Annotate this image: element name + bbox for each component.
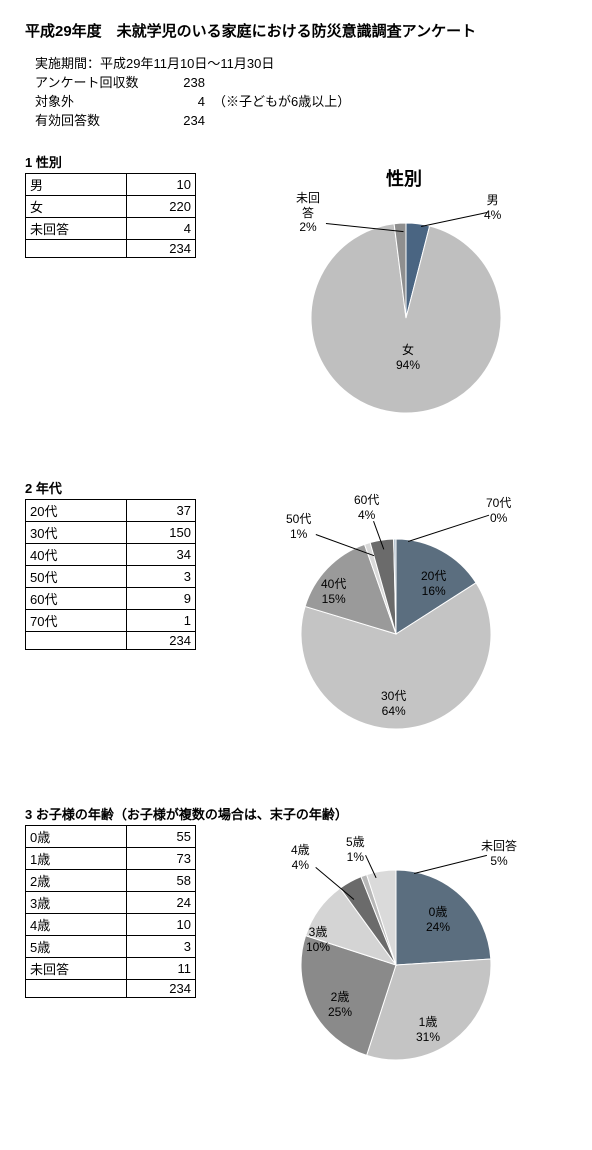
meta-block: 実施期間：平成29年11月10日～11月30日 アンケート回収数 238 対象外… [35,55,567,130]
table-cell: 70代 [26,610,127,632]
slice-label: 70代0% [486,496,511,525]
meta-excluded-note: （※子どもが6歳以上） [213,93,350,112]
table-cell: 40代 [26,544,127,566]
slice-label: 5歳1% [346,835,365,864]
table-cell: 5歳 [26,936,127,958]
s2-head: 2 年代 [25,478,567,497]
table-cell: 150 [127,522,196,544]
table-cell: 3 [127,936,196,958]
table-cell: 60代 [26,588,127,610]
meta-collected-val: 238 [165,74,205,93]
table-cell: 4歳 [26,914,127,936]
meta-excluded-val: 4 [165,93,205,112]
s1: 男10女220未回答4234 性別男4%女94%未回答2% [25,173,567,433]
table-cell: 34 [127,544,196,566]
s1-table: 男10女220未回答4234 [25,173,196,258]
table-cell: 37 [127,500,196,522]
slice-label: 男4% [484,193,501,222]
table-cell: 9 [127,588,196,610]
meta-valid-lbl: 有効回答数 [35,112,165,131]
slice-label: 30代64% [381,689,406,718]
table-cell: 58 [127,870,196,892]
table-cell: 1 [127,610,196,632]
table-cell [26,632,127,650]
table-cell: 男 [26,174,127,196]
s3-chart: 0歳24%1歳31%2歳25%3歳10%4歳4%5歳1%未回答5% [236,825,536,1085]
chart-title: 性別 [386,165,422,191]
table-cell: 未回答 [26,958,127,980]
meta-valid-val: 234 [165,112,205,131]
table-cell: 73 [127,848,196,870]
slice-label: 1歳31% [416,1015,440,1044]
table-cell: 220 [127,196,196,218]
table-cell: 4 [127,218,196,240]
s3: 0歳551歳732歳583歳244歳105歳3未回答11234 0歳24%1歳3… [25,825,567,1085]
slice-label: 4歳4% [291,843,310,872]
table-cell: 10 [127,174,196,196]
meta-collected-lbl: アンケート回収数 [35,74,165,93]
slice-label: 2歳25% [328,990,352,1019]
slice-label: 0歳24% [426,905,450,934]
table-cell: 55 [127,826,196,848]
table-cell: 10 [127,914,196,936]
doc-title: 平成29年度 未就学児のいる家庭における防災意識調査アンケート [25,20,567,41]
pie-svg [236,499,536,759]
table-cell: 11 [127,958,196,980]
table-cell: 1歳 [26,848,127,870]
s2-table: 20代3730代15040代3450代360代970代1234 [25,499,196,650]
meta-excluded-lbl: 対象外 [35,93,165,112]
slice-label: 60代4% [354,493,379,522]
table-cell: 234 [127,980,196,998]
table-cell: 2歳 [26,870,127,892]
table-cell: 未回答 [26,218,127,240]
slice-label: 20代16% [421,569,446,598]
s2: 20代3730代15040代3450代360代970代1234 20代16% 30… [25,499,567,759]
s3-table: 0歳551歳732歳583歳244歳105歳3未回答11234 [25,825,196,998]
meta-period: 実施期間：平成29年11月10日～11月30日 [35,55,567,74]
slice-label: 40代15% [321,577,346,606]
table-cell [26,980,127,998]
table-cell: 24 [127,892,196,914]
s1-chart: 性別男4%女94%未回答2% [236,173,536,433]
s3-head: 3 お子様の年齢（お子様が複数の場合は、末子の年齢） [25,804,567,823]
slice-label: 女94% [396,343,420,372]
table-cell: 3 [127,566,196,588]
slice-label: 3歳10% [306,925,330,954]
table-cell: 30代 [26,522,127,544]
slice-label: 50代1% [286,512,311,541]
table-cell: 234 [127,632,196,650]
table-cell: 3歳 [26,892,127,914]
table-cell: 234 [127,240,196,258]
table-cell: 50代 [26,566,127,588]
table-cell [26,240,127,258]
s1-head: 1 性別 [25,152,567,171]
table-cell: 20代 [26,500,127,522]
slice-label: 未回答2% [296,191,320,234]
s2-chart: 20代16%30代64%40代15%50代1%60代4%70代0% [236,499,536,759]
table-cell: 0歳 [26,826,127,848]
table-cell: 女 [26,196,127,218]
